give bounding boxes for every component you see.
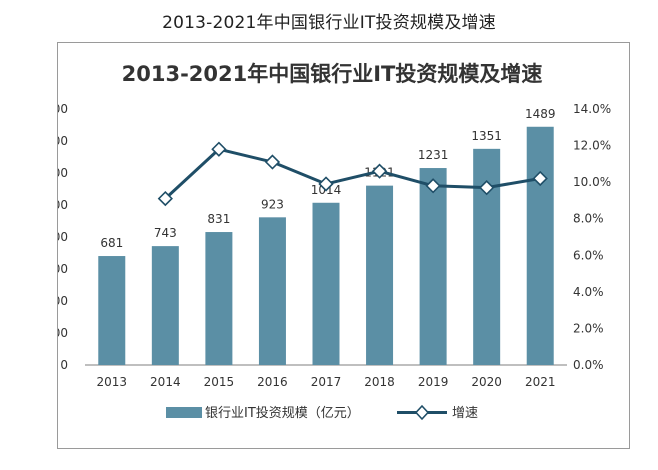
right-tick-label: 14.0% [573,102,611,116]
legend-bar-label: 银行业IT投资规模（亿元） [205,405,360,421]
x-tick-label: 2016 [257,375,288,389]
x-axis: 2013 2014 2015 2016 2017 2018 2019 2020 2021 [97,375,556,389]
bar-data-label: 831 [207,212,230,226]
x-tick-label: 2017 [311,375,342,389]
bar-data-label: 743 [154,226,177,240]
right-tick-label: 2.0% [573,321,604,335]
right-tick-label: 10.0% [573,175,611,189]
left-tick-label: 1600 [58,102,68,116]
right-tick-label: 8.0% [573,212,604,226]
bar [258,217,286,365]
bar [419,168,447,365]
line-point [264,154,281,170]
bar-data-label: 1231 [418,148,449,162]
line-series [157,141,548,207]
right-tick-label: 6.0% [573,248,604,262]
line-point [318,176,334,192]
left-tick-label: 1400 [58,134,68,148]
left-tick-label: 0 [60,358,68,372]
page-title: 2013-2021年中国银行业IT投资规模及增速 [162,13,496,33]
chart-frame: 2013-2021年中国银行业IT投资规模及增速 0 200 400 600 800 10… [37,42,630,449]
bar-data-label: 923 [261,197,284,211]
right-tick-label: 0.0% [573,358,604,372]
x-tick-label: 2014 [150,375,181,389]
legend-bar-swatch [166,407,202,418]
right-tick-label: 4.0% [573,285,604,299]
line-point [211,141,227,157]
x-tick-label: 2020 [471,375,502,389]
bar-data-label: 1351 [471,129,502,143]
line-point [371,163,388,179]
line-point [479,179,495,196]
bar-series [98,126,554,365]
left-tick-label: 600 [58,262,68,276]
bar [366,185,394,365]
bar [312,202,340,365]
left-tick-label: 800 [58,230,68,244]
line-point [157,190,173,207]
x-tick-label: 2021 [525,375,556,389]
line-point [425,178,441,194]
bar-data-label: 681 [100,236,123,250]
chart-svg: 2013-2021年中国银行业IT投资规模及增速 0 200 400 600 800 10… [37,62,611,421]
line-point [532,170,548,187]
bar [98,256,126,365]
right-axis: 0.0% 2.0% 4.0% 6.0% 8.0% 10.0% 12.0% 14.0% [573,102,611,372]
x-tick-label: 2013 [97,375,128,389]
x-tick-label: 2019 [418,375,449,389]
left-axis: 0 200 400 600 800 1000 1200 1400 1600 [37,102,68,372]
bar-data-label: 1489 [525,107,556,121]
bar [526,126,554,365]
legend-line-marker [414,404,430,421]
x-tick-label: 2018 [364,375,395,389]
legend: 银行业IT投资规模（亿元） 增速 [166,404,478,421]
left-tick-label: 400 [58,294,68,308]
bar [205,232,233,365]
chart-title: 2013-2021年中国银行业IT投资规模及增速 [122,62,543,86]
legend-line-label: 增速 [452,406,478,421]
left-tick-label: 1000 [58,198,68,212]
left-tick-label: 200 [58,326,68,340]
right-tick-label: 12.0% [573,139,611,153]
bar [151,246,179,365]
left-tick-label: 1200 [58,166,68,180]
growth-line-path [164,147,541,200]
x-tick-label: 2015 [204,375,235,389]
